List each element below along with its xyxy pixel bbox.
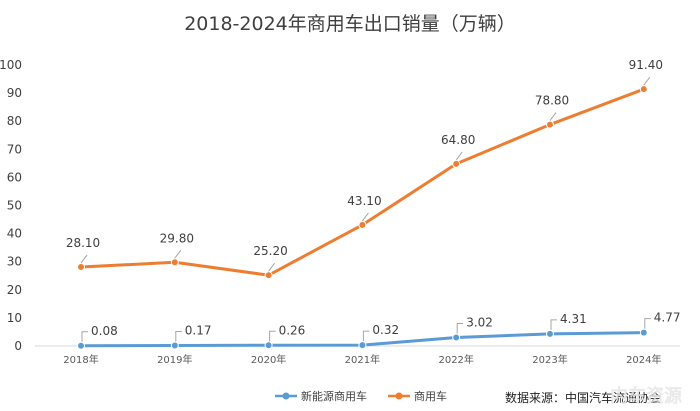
data-label: 0.08 [91,324,118,338]
y-tick-label: 20 [7,283,22,297]
label-leader-line [644,318,651,329]
data-point [358,220,367,229]
label-leader-line [268,262,276,272]
data-label: 91.40 [629,58,663,72]
data-point [452,333,461,342]
x-tick-label: 2021年 [345,353,380,366]
data-point [264,271,273,280]
watermark: 内车资源 [610,385,682,407]
label-leader-line [455,151,463,161]
label-leader-line [362,330,370,342]
data-point [170,258,179,267]
data-point [77,341,85,350]
data-label: 78.80 [535,94,569,108]
data-point [77,263,85,272]
data-label: 28.10 [66,236,100,250]
x-tick-label: 2019年 [157,353,192,366]
data-label: 43.10 [347,194,381,208]
y-tick-label: 100 [0,58,22,72]
series-line [80,87,645,277]
data-point [546,120,554,129]
data-label: 0.17 [185,324,212,338]
data-point [639,85,648,94]
x-tick-label: 2024年 [626,353,661,366]
x-tick-label: 2020年 [251,353,286,366]
x-tick-label: 2022年 [438,353,473,366]
legend-label: 新能源商用车 [301,389,367,403]
y-tick-label: 40 [7,227,22,241]
y-tick-label: 50 [7,199,22,213]
data-label: 29.80 [160,231,194,245]
legend: 新能源商用车 商用车 [275,389,447,403]
x-tick-label: 2018年 [63,353,98,366]
label-leader-line [175,331,182,342]
data-label: 3.02 [466,316,493,330]
label-leader-line [361,212,369,222]
data-labels-group: 0.08 0.17 0.26 0.32 3.02 4.31 4.77 28.10 29.80 25… [66,58,681,342]
label-leader-line [550,319,557,330]
data-label: 25.20 [253,244,287,258]
data-label: 4.31 [560,312,587,326]
y-tick-label: 70 [7,142,22,156]
x-tick-label: 2023年 [532,353,567,366]
data-label: 0.32 [372,323,399,337]
data-point [546,329,554,338]
y-tick-label: 60 [7,170,22,184]
data-point [170,341,179,350]
x-axis-ticks: 2018年 2019年 2020年 2021年 2022年 2023年 2024年 [63,353,661,366]
data-point [358,341,367,350]
chart-title: 2018-2024年商用车出口销量（万辆） [184,13,516,35]
legend-marker [395,392,403,400]
data-point [639,328,648,337]
data-point [264,341,273,350]
y-axis-ticks: 0 10 20 30 40 50 60 70 80 90 100 [0,58,22,353]
data-label: 4.77 [654,311,681,325]
legend-label: 商用车 [414,389,447,403]
y-tick-label: 0 [14,339,22,353]
label-leader-line [456,323,464,334]
series-group [77,85,648,350]
label-leader-line [80,254,88,264]
y-tick-label: 30 [7,255,22,269]
data-point [452,159,461,168]
data-label: 64.80 [441,133,475,147]
label-leader-line [81,331,88,342]
data-label: 0.26 [279,323,306,337]
label-leader-line [549,112,557,121]
y-tick-label: 90 [7,86,22,100]
y-tick-label: 80 [7,114,22,128]
label-leader-line [269,330,276,342]
legend-marker [282,392,290,400]
source-text: 数据来源：中国汽车流通协会 [505,390,661,405]
y-tick-label: 10 [7,311,22,325]
label-leader-line [174,249,182,259]
label-leader-line [643,76,651,86]
